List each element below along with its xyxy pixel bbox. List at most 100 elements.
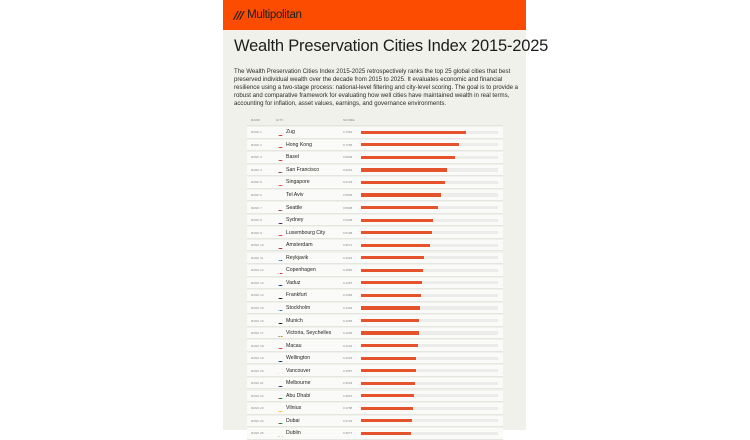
table-row[interactable]: RANK 2 Hong Kong 0.7155 — [247, 139, 503, 152]
table-row[interactable]: RANK 12 Copenhagen 0.4560 — [247, 265, 503, 277]
flag-luxembourg-icon — [276, 229, 284, 237]
table-header: RANK CITY SCORE — [247, 115, 503, 126]
table-row[interactable]: RANK 20 Vancouver 0.3987 — [247, 365, 503, 377]
rank-label: RANK 3 — [251, 155, 262, 160]
flag-new-zealand-icon — [276, 355, 284, 362]
score-bar-fill — [361, 344, 418, 348]
score-value: 0.4023 — [343, 356, 353, 361]
rank-label: RANK 9 — [251, 230, 262, 235]
header-city: CITY — [276, 118, 284, 122]
brand-name[interactable]: Multipolitan — [247, 9, 302, 21]
rank-label: RANK 5 — [251, 180, 262, 185]
score-bar-fill — [361, 205, 438, 210]
flag-united-states-icon — [276, 166, 284, 174]
header-score: SCORE — [343, 118, 355, 122]
city-name: Tel Aviv — [286, 192, 304, 199]
score-bar-track — [361, 130, 498, 134]
flag-uae-icon — [276, 392, 284, 400]
table-row[interactable]: RANK 16 Munich 0.4255 — [247, 315, 503, 327]
score-value: 0.3732 — [343, 418, 353, 423]
table-row[interactable]: RANK 3 Basel 0.6839 — [247, 152, 503, 164]
table-row[interactable]: RANK 15 Stockholm 0.4326 — [247, 302, 503, 315]
table-row[interactable]: RANK 13 Vaduz 0.4487 — [247, 277, 503, 290]
city-name: Copenhagen — [286, 267, 316, 274]
score-bar-fill — [361, 381, 415, 385]
score-value: 0.4560 — [343, 268, 353, 273]
score-value: 0.4487 — [343, 280, 353, 285]
table-row[interactable]: RANK 1 Zug 0.7681 — [247, 127, 503, 139]
flag-uae-icon — [276, 417, 284, 425]
table-row[interactable]: RANK 11 Reykjavik 0.4623 — [247, 252, 503, 265]
rank-label: RANK 20 — [251, 368, 264, 373]
rank-label: RANK 23 — [251, 406, 264, 411]
table-row[interactable]: RANK 10 Amsterdam 0.5071 — [247, 239, 503, 252]
score-bar-fill — [361, 168, 448, 172]
description: The Wealth Preservation Cities Index 201… — [234, 68, 519, 107]
city-name: Amsterdam — [286, 242, 313, 249]
table-row[interactable]: RANK 6 Tel Aviv 0.5845 — [247, 189, 503, 202]
page: /// Multipolitan Wealth Preservation Cit… — [223, 0, 548, 440]
table-row[interactable]: RANK 18 Macau 0.4132 — [247, 340, 503, 352]
city-name: Sydney — [286, 217, 304, 224]
city-name: Melbourne — [286, 380, 311, 387]
city-name: Stockholm — [286, 304, 311, 311]
table-row[interactable]: RANK 8 Sydney 0.5238 — [247, 214, 503, 227]
table-row[interactable]: RANK 7 Seattle 0.5608 — [247, 202, 503, 214]
rank-label: RANK 11 — [251, 255, 264, 260]
score-bar-track — [361, 143, 498, 147]
score-bar-track — [361, 356, 498, 360]
city-name: Reykjavik — [286, 254, 309, 261]
score-bar-fill — [361, 243, 431, 247]
table-row[interactable]: RANK 14 Frankfurt 0.4366 — [247, 290, 503, 302]
table-row[interactable]: RANK 23 Vilnius 0.3788 — [247, 403, 503, 415]
flag-canada-icon — [276, 367, 284, 375]
score-bar-track — [361, 419, 498, 423]
score-bar-fill — [361, 193, 442, 197]
flag-liechtenstein-icon — [276, 279, 284, 287]
table-row[interactable]: RANK 17 Victoria, Seychelles 0.4206 — [247, 327, 503, 340]
score-bar-track — [361, 155, 498, 159]
city-name: Abu Dhabi — [286, 392, 311, 399]
rank-label: RANK 16 — [251, 318, 264, 323]
score-bar-fill — [361, 293, 421, 297]
city-name: Hong Kong — [286, 141, 312, 148]
score-bar-track — [361, 268, 498, 272]
rank-label: RANK 15 — [251, 305, 264, 310]
score-bar-fill — [361, 356, 417, 360]
score-bar-fill — [361, 394, 415, 398]
table-row[interactable]: RANK 4 San Francisco 0.6291 — [247, 164, 503, 177]
flag-hong-kong-icon — [276, 141, 284, 149]
table-row[interactable]: RANK 22 Abu Dhabi 0.3870 — [247, 390, 503, 403]
rank-label: RANK 12 — [251, 268, 264, 273]
page-title: Wealth Preservation Cities Index 2015-20… — [234, 37, 549, 55]
score-bar-track — [361, 431, 498, 436]
flag-macau-icon — [276, 342, 284, 350]
score-bar-track — [361, 281, 498, 285]
score-bar-track — [361, 243, 498, 247]
table-row[interactable]: RANK 24 Dubai 0.3732 — [247, 415, 503, 428]
city-name: Basel — [286, 154, 299, 161]
score-bar-fill — [361, 431, 412, 436]
city-name: Seattle — [286, 204, 303, 211]
table-row[interactable]: RANK 21 Melbourne 0.3933 — [247, 377, 503, 390]
score-bar-track — [361, 394, 498, 398]
city-name: Dublin — [286, 430, 301, 437]
score-value: 0.5071 — [343, 243, 353, 248]
table-row[interactable]: RANK 19 Wellington 0.4023 — [247, 352, 503, 365]
score-value: 0.5608 — [343, 205, 353, 210]
table-row[interactable]: RANK 9 Luxembourg City 0.5198 — [247, 227, 503, 239]
city-name: Macau — [286, 342, 302, 349]
score-value: 0.4206 — [343, 331, 353, 336]
table-row[interactable]: RANK 5 Singapore 0.6103 — [247, 177, 503, 189]
flag-sweden-icon — [276, 304, 284, 312]
score-bar-fill — [361, 180, 445, 185]
multipolitan-logo-icon[interactable]: /// — [234, 8, 244, 22]
flag-singapore-icon — [276, 179, 284, 186]
score-value: 0.5198 — [343, 230, 353, 235]
flag-ireland-icon — [276, 430, 284, 437]
header-rank: RANK — [251, 118, 261, 122]
score-value: 0.4366 — [343, 293, 353, 298]
flag-lithuania-icon — [276, 405, 284, 412]
score-value: 0.3987 — [343, 368, 353, 373]
rank-label: RANK 22 — [251, 393, 264, 398]
